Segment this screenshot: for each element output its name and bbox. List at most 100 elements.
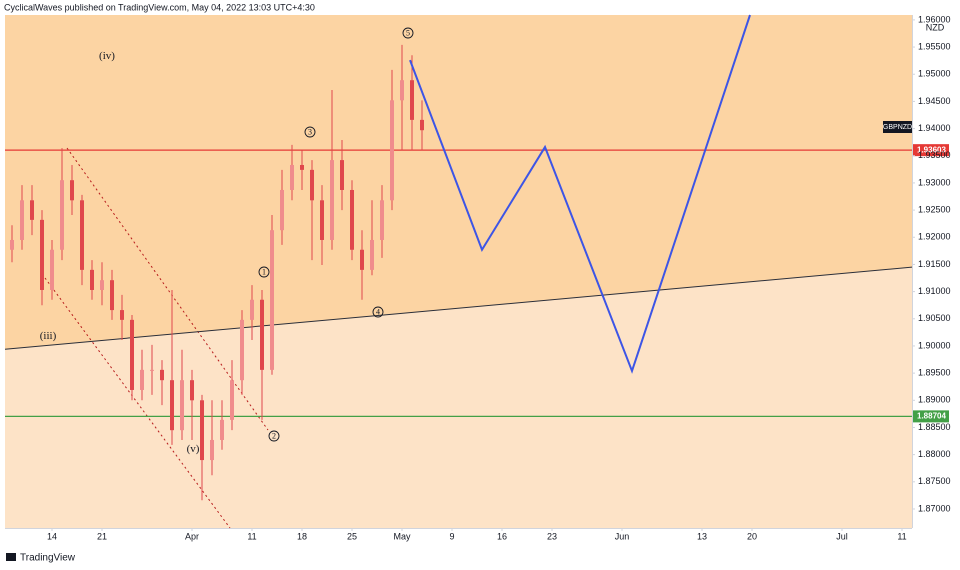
candle-body	[120, 310, 124, 320]
x-tick-label: 13	[697, 531, 707, 541]
y-tick-label: 1.89500	[918, 367, 951, 377]
wave-circle	[304, 126, 316, 138]
candle-body	[40, 219, 44, 290]
candle-body	[70, 180, 74, 201]
candle-body	[160, 369, 164, 381]
x-tick-label: Jul	[836, 531, 848, 541]
wave-label: (iv)	[99, 50, 115, 62]
candle-body	[90, 269, 94, 290]
candle-body	[360, 249, 364, 270]
y-tick-label: 1.91000	[918, 286, 951, 296]
candle-body	[220, 419, 224, 440]
candle-body	[110, 280, 114, 311]
candle-body	[230, 380, 234, 420]
wave-label: (v)	[187, 443, 200, 455]
candle-body	[190, 380, 194, 401]
y-tick-label: 1.88500	[918, 422, 951, 432]
candle-body	[270, 230, 274, 370]
candle-body	[380, 200, 384, 240]
candle-body	[310, 169, 314, 201]
candle-body	[390, 100, 394, 201]
wave-circle	[402, 27, 414, 39]
y-tick-label: 1.95500	[918, 41, 951, 51]
candle-body	[340, 160, 344, 190]
candle-body	[260, 299, 264, 370]
y-tick-label: 1.89000	[918, 395, 951, 405]
x-tick-label: 18	[297, 531, 307, 541]
candle-body	[240, 319, 244, 381]
candle-body	[280, 189, 284, 231]
wave-circle	[258, 266, 270, 278]
candle-body	[10, 239, 14, 250]
y-tick-label: 1.92000	[918, 232, 951, 242]
candle-body	[130, 319, 134, 390]
wave-circle	[372, 306, 384, 318]
candle-body	[330, 160, 334, 240]
wave-label: 1	[262, 267, 266, 276]
candle-body	[200, 400, 204, 461]
x-tick-label: 23	[547, 531, 557, 541]
wave-label: 2	[272, 431, 276, 440]
candle-body	[370, 239, 374, 270]
candle-body	[250, 299, 254, 320]
y-tick-label: 1.95000	[918, 69, 951, 79]
candle-body	[210, 439, 214, 461]
price-axis-cover	[913, 0, 960, 14]
candle-body	[170, 380, 174, 431]
x-tick-label: Jun	[615, 531, 630, 541]
x-tick-label: Apr	[185, 531, 199, 541]
projection-line	[409, 14, 751, 374]
level-label: 1.93603	[917, 145, 946, 154]
logo	[6, 553, 16, 561]
candle-body	[140, 369, 144, 390]
header: CyclicalWaves published on TradingView.c…	[4, 2, 315, 12]
candle-body	[300, 164, 304, 170]
candle-body	[80, 200, 84, 270]
y-tick-label: 1.96000	[918, 14, 951, 24]
plot-background	[5, 15, 912, 528]
currency-label: NZD	[926, 22, 945, 32]
x-tick-label: 11	[247, 531, 256, 541]
wave-label: 4	[376, 307, 380, 316]
candle-body	[100, 280, 104, 290]
y-tick-label: 1.87000	[918, 503, 951, 513]
symbol-label: GBPNZD	[883, 124, 912, 131]
level-label: 1.88704	[917, 411, 946, 420]
upper-zone	[5, 15, 912, 350]
candle-body	[350, 189, 354, 250]
candle-body	[400, 80, 404, 101]
x-tick-label: 9	[449, 531, 454, 541]
candle-body	[30, 200, 34, 220]
level-tag	[913, 410, 949, 423]
candle-body	[320, 200, 324, 240]
x-tick-label: 20	[747, 531, 757, 541]
candle-body	[420, 119, 424, 131]
trendline	[4, 266, 913, 350]
footer: TradingView	[20, 553, 76, 564]
wave-label: (iii)	[40, 330, 57, 342]
x-tick-label: 14	[47, 531, 57, 541]
x-tick-label: 16	[497, 531, 507, 541]
wave-circle	[268, 430, 280, 442]
y-tick-label: 1.87500	[918, 476, 951, 486]
candle-body	[180, 380, 184, 431]
candle-body	[20, 200, 24, 240]
y-tick-label: 1.90500	[918, 313, 951, 323]
candle-body	[60, 180, 64, 250]
wave-label: 3	[308, 127, 312, 136]
wave-label: 5	[406, 28, 410, 37]
symbol-tag	[883, 121, 912, 133]
y-tick-label: 1.88000	[918, 449, 951, 459]
candle-body	[290, 164, 294, 190]
x-tick-label: 25	[347, 531, 357, 541]
y-tick-label: 1.94500	[918, 96, 951, 106]
y-tick-label: 1.93500	[918, 150, 951, 160]
x-tick-label: 21	[97, 531, 107, 541]
level-tag	[913, 144, 949, 157]
y-tick-label: 1.91500	[918, 259, 951, 269]
y-tick-label: 1.94000	[918, 123, 951, 133]
candle-body	[150, 369, 154, 371]
x-tick-label: 11	[897, 531, 906, 541]
candle-body	[50, 249, 54, 290]
